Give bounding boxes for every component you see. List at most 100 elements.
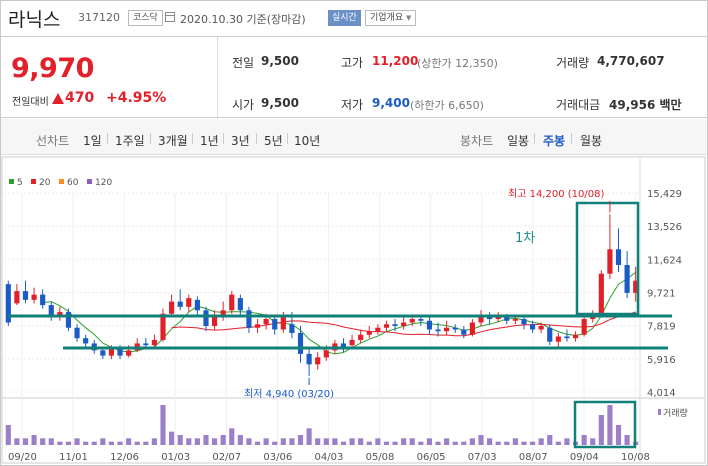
candle-body bbox=[65, 312, 72, 328]
volume-bar bbox=[272, 441, 278, 445]
volume-bar bbox=[487, 438, 493, 445]
tab-1d[interactable]: 1일 bbox=[83, 134, 102, 148]
candle-body bbox=[100, 350, 106, 356]
candle-body bbox=[203, 310, 209, 326]
candle-body bbox=[375, 327, 381, 332]
candle-body bbox=[521, 319, 527, 325]
candle-body bbox=[117, 348, 123, 356]
volume-bar bbox=[280, 438, 286, 445]
stock-code: 317120 bbox=[78, 11, 120, 24]
candle-body bbox=[14, 291, 20, 304]
volume-bar bbox=[332, 438, 338, 445]
current-price: 9,970 bbox=[11, 53, 94, 84]
candle-body bbox=[615, 249, 622, 265]
volume-bar bbox=[14, 438, 20, 445]
volume-bar bbox=[504, 441, 510, 445]
price-summary: 9,970 전일대비 470 +4.95% 전일 9,500 시가 9,500 … bbox=[1, 36, 707, 119]
candle-body bbox=[478, 315, 484, 323]
candle-body bbox=[57, 312, 63, 316]
volume-bar bbox=[529, 441, 536, 445]
tab-monthly[interactable]: 월봉 bbox=[580, 134, 603, 148]
candle-body bbox=[538, 325, 544, 330]
x-tick-label: 12/06 bbox=[110, 452, 139, 463]
realtime-button[interactable]: 실시간 bbox=[328, 10, 361, 26]
y-tick-label: 11,624 bbox=[647, 255, 682, 266]
volume-bar bbox=[349, 438, 355, 445]
volume-bar bbox=[452, 441, 458, 445]
volume-bar bbox=[521, 441, 527, 445]
tab-5y[interactable]: 5년 bbox=[264, 134, 283, 148]
x-tick-label: 09/20 bbox=[8, 452, 37, 463]
tab-1w[interactable]: 1주일 bbox=[115, 134, 145, 148]
volume-bar bbox=[297, 435, 304, 445]
divider bbox=[256, 133, 257, 144]
legend-label: 120 bbox=[95, 178, 112, 188]
candle-body bbox=[383, 324, 390, 328]
candle-body bbox=[280, 315, 286, 330]
tab-3y[interactable]: 3년 bbox=[231, 134, 250, 148]
x-tick-label: 04/03 bbox=[315, 452, 344, 463]
candle-body bbox=[160, 313, 166, 340]
volume-bar bbox=[91, 441, 97, 445]
text-annotation: 1차 bbox=[515, 231, 535, 246]
candle-body bbox=[512, 319, 518, 321]
candle-body bbox=[401, 322, 407, 326]
volume-bar bbox=[31, 435, 37, 445]
volume-bar bbox=[555, 441, 561, 445]
y-axis-labels: 15,429 13,526 11,624 9,721 7,819 5,916 4,014 bbox=[647, 189, 682, 399]
volume-bar bbox=[211, 438, 218, 445]
volume-bar bbox=[564, 438, 570, 445]
candle-body bbox=[272, 319, 278, 330]
candle-body bbox=[358, 334, 364, 340]
open-value: 9,500 bbox=[261, 96, 299, 110]
candle-body bbox=[143, 343, 149, 346]
candles bbox=[5, 214, 639, 376]
volume-value: 4,770,607 bbox=[597, 54, 665, 68]
volume-bar bbox=[418, 441, 424, 445]
volume-bar bbox=[108, 441, 115, 445]
x-tick-label: 05/08 bbox=[366, 452, 395, 463]
candle-body bbox=[5, 284, 11, 323]
change-percent: +4.95% bbox=[106, 90, 167, 106]
volume-bar bbox=[229, 428, 235, 445]
volume-bar bbox=[100, 438, 106, 445]
low-value: 9,400 bbox=[372, 96, 410, 110]
candle-body bbox=[340, 343, 347, 347]
chart-annotations: 1차 최고 14,200 (10/08) 최저 4,940 (03/20) bbox=[8, 188, 672, 449]
tab-3m[interactable]: 3개월 bbox=[158, 134, 188, 148]
company-info-dropdown[interactable]: 기업개요 ▼ bbox=[365, 10, 417, 26]
volume-bar bbox=[315, 438, 321, 445]
tab-daily[interactable]: 일봉 bbox=[507, 134, 530, 148]
x-tick-label: 07/03 bbox=[468, 452, 497, 463]
volume-bar bbox=[598, 415, 604, 445]
candle-body bbox=[151, 339, 157, 346]
volume-bar bbox=[444, 438, 450, 445]
candle-body bbox=[495, 317, 501, 320]
min-annotation: 최저 4,940 (03/20) bbox=[244, 388, 334, 400]
volume-bar bbox=[117, 441, 123, 445]
calendar-icon bbox=[165, 12, 175, 22]
candle-body bbox=[323, 350, 329, 358]
volume-bar bbox=[177, 435, 183, 445]
x-tick-label: 03/06 bbox=[263, 452, 292, 463]
legend-swatch bbox=[59, 179, 64, 184]
candle-body bbox=[22, 291, 29, 300]
price-chart[interactable]: 5 20 60 120 15,429 13,526 11,624 9,721 7,819 5,9… bbox=[0, 155, 708, 466]
tab-10y[interactable]: 10년 bbox=[294, 134, 321, 148]
candle-body bbox=[83, 338, 89, 344]
volume-legend-swatch bbox=[658, 409, 661, 415]
candle-body bbox=[263, 319, 269, 325]
candle-body bbox=[581, 319, 587, 335]
tab-1y[interactable]: 1년 bbox=[200, 134, 219, 148]
candle-body bbox=[624, 264, 630, 293]
divider bbox=[534, 133, 535, 144]
tab-weekly[interactable]: 주봉 bbox=[543, 134, 566, 148]
candle-body bbox=[392, 324, 398, 326]
market-badge: 코스닥 bbox=[128, 10, 163, 26]
candle-body bbox=[452, 327, 458, 330]
candle-body bbox=[177, 301, 183, 307]
volume-bar bbox=[358, 438, 364, 445]
candle-body bbox=[315, 357, 321, 365]
candle-body bbox=[469, 322, 475, 335]
candle-body bbox=[186, 298, 192, 307]
